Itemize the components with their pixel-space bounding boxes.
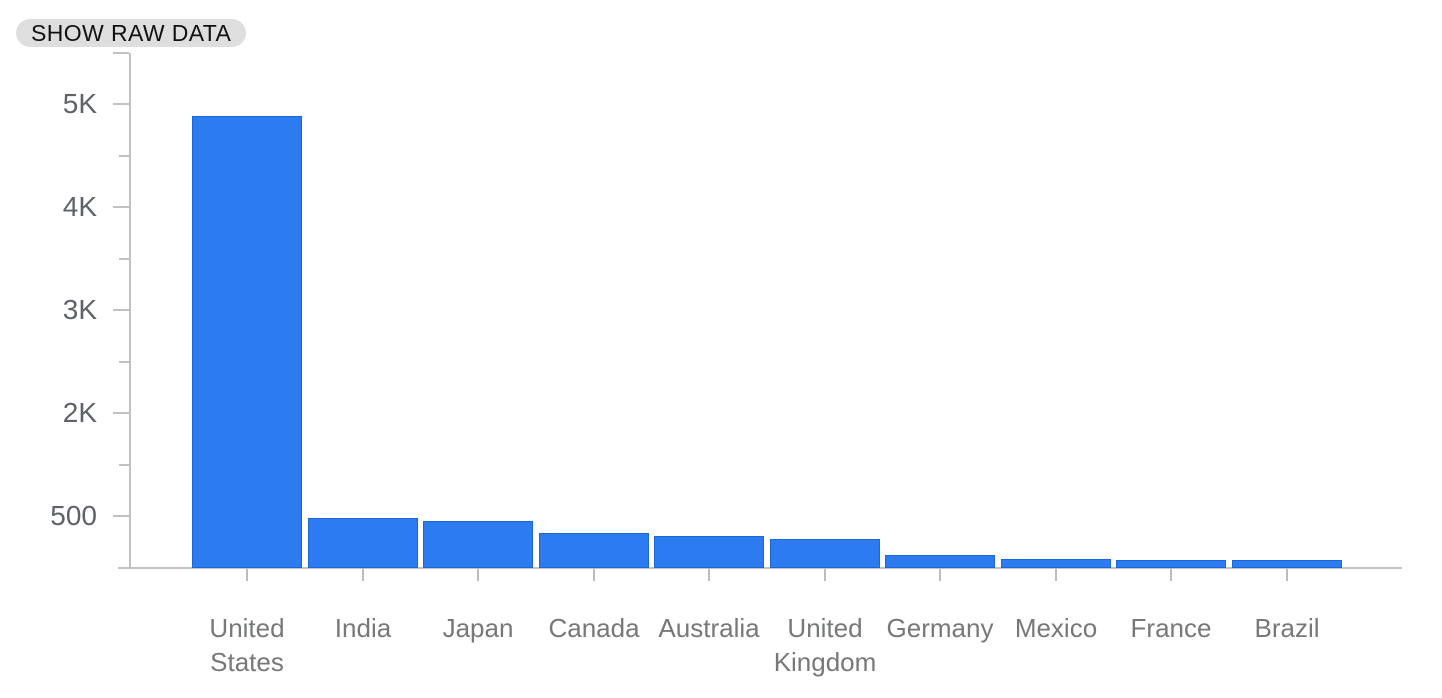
x-category-label: Canada <box>548 613 640 643</box>
bar-india[interactable] <box>308 518 418 568</box>
x-category-label: United Kingdom <box>773 613 877 677</box>
y-major-tick <box>113 309 129 312</box>
x-axis-tick <box>1055 569 1057 581</box>
y-tick-label: 3K <box>62 294 97 326</box>
y-major-tick <box>113 412 129 415</box>
show-raw-data-button[interactable]: SHOW RAW DATA <box>16 19 247 47</box>
y-minor-tick <box>119 463 129 466</box>
x-category-label: Germany <box>886 613 994 643</box>
y-major-tick <box>113 206 129 209</box>
y-axis-line <box>129 53 131 569</box>
y-tick-label: 5K <box>62 88 97 120</box>
bar-brazil[interactable] <box>1232 560 1342 568</box>
bar-japan[interactable] <box>423 521 533 568</box>
x-axis-tick <box>477 569 479 581</box>
bar-united-kingdom[interactable] <box>770 538 880 568</box>
x-category-label: United States <box>209 613 285 677</box>
x-axis-tick <box>1286 569 1288 581</box>
bar-canada[interactable] <box>539 532 649 568</box>
y-minor-tick <box>119 360 129 363</box>
x-category-label: Mexico <box>1014 613 1098 643</box>
x-category-label: India <box>334 613 392 643</box>
bar-mexico[interactable] <box>1001 559 1111 568</box>
x-axis-tick <box>362 569 364 581</box>
x-axis-tick <box>708 569 710 581</box>
x-axis-tick <box>1170 569 1172 581</box>
y-minor-tick <box>119 154 129 157</box>
x-axis-tick <box>939 569 941 581</box>
y-major-tick <box>113 103 129 106</box>
x-category-label: Brazil <box>1254 613 1320 643</box>
y-major-tick <box>113 515 129 518</box>
x-axis-tick <box>593 569 595 581</box>
bar-united-states[interactable] <box>192 115 302 568</box>
y-tick-label: 2K <box>62 397 97 429</box>
y-tick-label: 500 <box>50 500 97 532</box>
x-category-label: Australia <box>658 613 760 643</box>
bar-germany[interactable] <box>885 555 995 568</box>
y-tick-label: 4K <box>62 191 97 223</box>
x-category-label: Japan <box>442 613 514 643</box>
x-category-label: France <box>1130 613 1212 643</box>
bar-australia[interactable] <box>654 536 764 568</box>
x-axis-tick <box>824 569 826 581</box>
bar-france[interactable] <box>1116 559 1226 568</box>
y-minor-tick <box>119 257 129 260</box>
y-major-tick <box>113 52 129 54</box>
x-axis-tick <box>246 569 248 581</box>
